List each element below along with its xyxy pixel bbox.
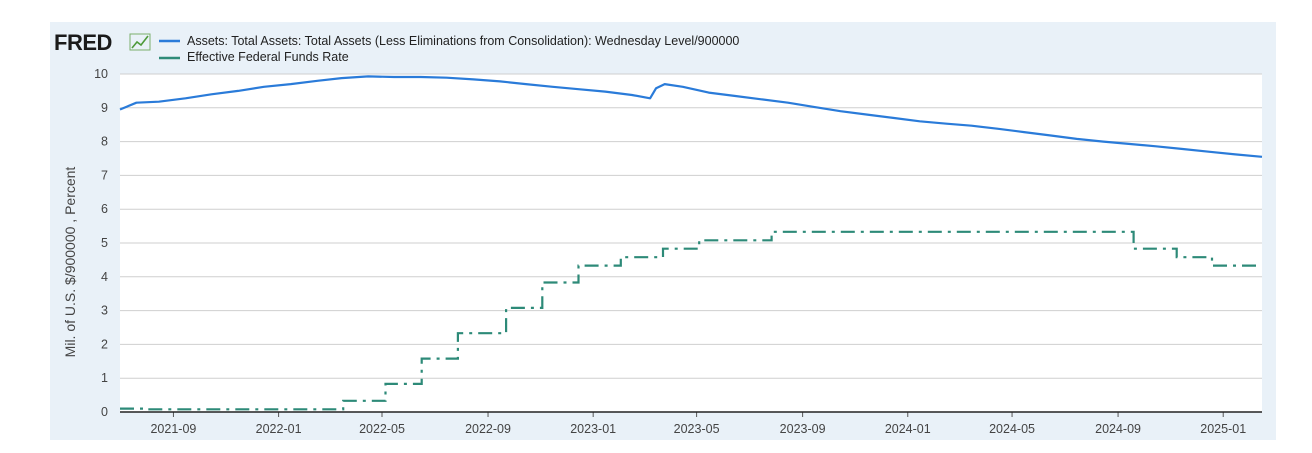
y-tick-label: 0 <box>101 405 108 419</box>
y-tick-label: 1 <box>101 371 108 385</box>
y-tick-label: 2 <box>101 337 108 351</box>
logo-chart-icon <box>129 33 151 51</box>
y-ticks: 0 1 2 3 4 5 6 7 8 9 10 <box>94 67 108 419</box>
legend: Assets: Total Assets: Total Assets (Less… <box>159 34 739 64</box>
y-tick-label: 5 <box>101 236 108 250</box>
x-tick-label: 2024-05 <box>989 422 1035 436</box>
y-tick-label: 10 <box>94 67 108 81</box>
x-tick-label: 2023-09 <box>780 422 826 436</box>
y-tick-label: 3 <box>101 304 108 318</box>
y-tick-label: 7 <box>101 168 108 182</box>
x-tick-label: 2023-05 <box>674 422 720 436</box>
series-line-assets[interactable] <box>119 75 1263 158</box>
x-tick-label: 2024-09 <box>1095 422 1141 436</box>
legend-label-assets: Assets: Total Assets: Total Assets (Less… <box>187 34 739 48</box>
y-tick-label: 8 <box>101 135 108 149</box>
x-tick-label: 2022-05 <box>359 422 405 436</box>
x-ticks: 2021-09 2022-01 2022-05 2022-09 2023-01 2023-… <box>150 412 1246 436</box>
chart-panel: FRED Assets: Total Assets: Total Assets … <box>50 22 1276 440</box>
x-tick-label: 2022-09 <box>465 422 511 436</box>
y-tick-label: 9 <box>101 101 108 115</box>
logo-text: FRED <box>54 30 112 55</box>
series <box>119 75 1263 411</box>
y-axis-label: Mil. of U.S. $/900000 , Percent <box>62 167 78 358</box>
x-tick-label: 2022-01 <box>256 422 302 436</box>
gridlines <box>120 73 1262 379</box>
y-tick-label: 4 <box>101 270 108 284</box>
x-tick-label: 2025-01 <box>1200 422 1246 436</box>
x-tick-label: 2024-01 <box>885 422 931 436</box>
x-tick-label: 2021-09 <box>150 422 196 436</box>
chart-svg: FRED Assets: Total Assets: Total Assets … <box>54 30 1263 436</box>
y-tick-label: 6 <box>101 202 108 216</box>
x-tick-label: 2023-01 <box>570 422 616 436</box>
fred-logo[interactable]: FRED <box>54 30 151 55</box>
legend-label-effr: Effective Federal Funds Rate <box>187 50 349 64</box>
